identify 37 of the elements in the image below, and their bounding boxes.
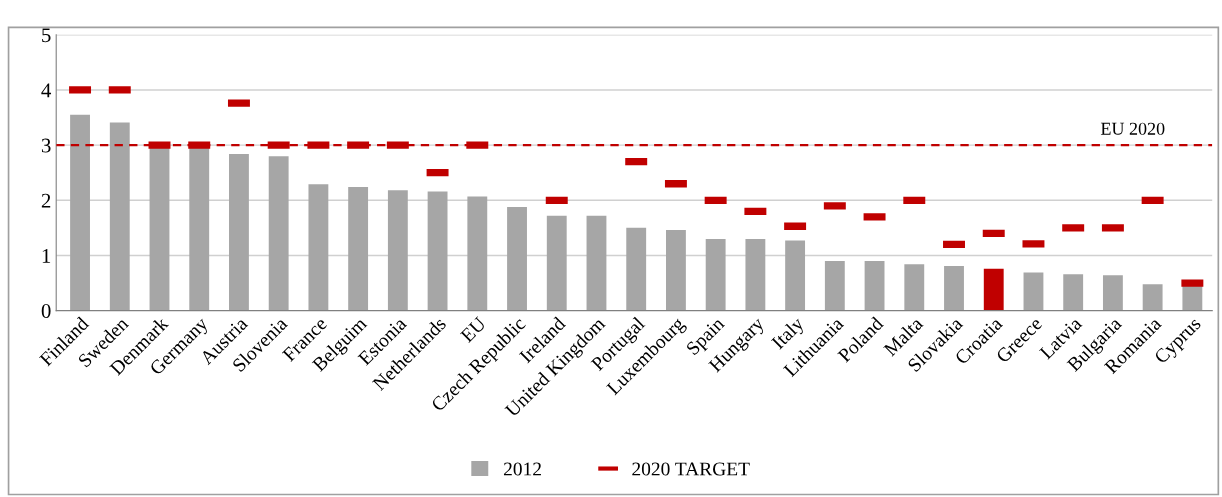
bar <box>268 156 289 311</box>
bar <box>666 230 686 311</box>
y-tick-label: 3 <box>41 138 51 153</box>
bar <box>785 240 806 311</box>
bar <box>70 114 90 311</box>
bar <box>824 260 845 311</box>
bar <box>586 215 607 311</box>
bar <box>983 268 1004 311</box>
bar <box>189 146 210 311</box>
bar <box>1182 285 1203 311</box>
bar <box>864 260 885 311</box>
bar <box>507 206 527 311</box>
legend-label: 2020 TARGET <box>632 462 750 476</box>
bar <box>387 190 408 311</box>
y-tick-label: 2 <box>41 193 51 208</box>
bar <box>745 238 766 311</box>
bar <box>1063 274 1084 311</box>
bar <box>229 153 249 311</box>
bar <box>1102 275 1123 311</box>
bar <box>904 264 925 311</box>
y-tick-label: 1 <box>42 248 51 263</box>
bar <box>109 122 130 311</box>
y-tick-label: 5 <box>42 28 51 43</box>
legend-label: 2012 <box>503 462 541 476</box>
y-tick-label: 0 <box>41 304 51 319</box>
bar <box>1142 284 1163 311</box>
bar <box>626 227 647 311</box>
bar <box>427 191 448 311</box>
y-tick-label: 4 <box>41 83 52 98</box>
bar <box>308 184 329 311</box>
bar <box>944 265 964 311</box>
bar <box>467 196 488 311</box>
bar <box>1023 272 1044 311</box>
bar <box>348 187 369 311</box>
bar <box>546 215 567 311</box>
bar <box>705 238 726 311</box>
ref-line-label: EU 2020 <box>1100 122 1165 135</box>
